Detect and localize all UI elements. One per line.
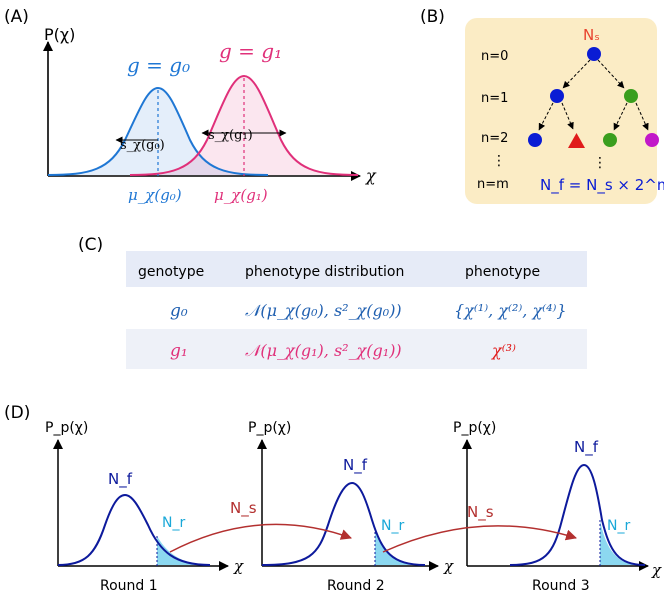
tree-node-green [603, 133, 617, 147]
tree-node-magenta [645, 133, 659, 147]
g1-mean-label: μ_χ(g₁) [214, 186, 268, 204]
tree-node-red-triangle [568, 133, 585, 148]
panel-a: (A) P(χ) χ g = g₀ g = g₁ s_χ(g₀) s_χ(g₁)… [4, 7, 377, 204]
table-row-g0 [126, 287, 587, 329]
round-2-plot: P_p(χ) χ N_f N_r Round 2 [248, 420, 454, 594]
a-y-axis-label: P(χ) [44, 25, 75, 44]
table-cell-distribution-g1: 𝒩(μ_χ(g₁), s²_χ(g₁)) [245, 341, 402, 360]
table-cell-phenotype-g0: {χ⁽¹⁾, χ⁽²⁾, χ⁽⁴⁾} [454, 301, 567, 320]
round-3-curve [509, 463, 646, 566]
transfer-arrow-1-label: N_s [230, 499, 257, 518]
transfer-arrow-2 [382, 525, 577, 553]
level-label-1: n=1 [481, 91, 508, 106]
g0-mean-label: μ_χ(g₀) [128, 186, 182, 204]
round-3-plot: P_p(χ) χ N_f N_r Round 3 [453, 420, 662, 594]
round-2-y-axis-label: P_p(χ) [248, 420, 291, 436]
g1-fill [130, 76, 358, 175]
table-header-row [126, 251, 587, 287]
g1-curve-label: g = g₁ [219, 39, 282, 63]
round-1-tail-fill [157, 536, 204, 565]
g0-width-label: s_χ(g₀) [120, 138, 165, 153]
round-1-tail-label: N_r [162, 515, 185, 531]
round-1-x-axis-label: χ [233, 557, 244, 575]
table-header-phenotype: phenotype [465, 264, 540, 280]
table-header-distribution: phenotype distribution [245, 264, 404, 280]
round-1-y-axis-label: P_p(χ) [45, 420, 88, 436]
round-3-tail-label: N_r [607, 518, 630, 534]
round-2-tail-fill [375, 528, 415, 565]
table-cell-genotype-g1: g₁ [170, 341, 188, 361]
round-2-curve [261, 481, 426, 566]
round-2-label: Round 2 [327, 578, 385, 594]
round-3-y-axis-label: P_p(χ) [453, 420, 496, 436]
panel-c-label: (C) [78, 235, 103, 255]
round-1-plot: P_p(χ) χ N_f N_r Round 1 [45, 420, 244, 594]
g0-curve-label: g = g₀ [127, 53, 190, 77]
level-label-dots: ⋮ [492, 153, 506, 169]
round-2-peak-label: N_f [343, 456, 368, 475]
panel-a-label: (A) [4, 7, 29, 27]
round-2-tail-label: N_r [381, 518, 404, 534]
panel-b: (B) n=0 n=1 n=2 ⋮ n=m Nₛ ⋮ N_f = N_s × 2… [420, 7, 664, 204]
tree-node-root [587, 47, 601, 61]
transfer-arrow-1 [169, 523, 352, 553]
tree-node-blue [550, 89, 564, 103]
round-1-label: Round 1 [100, 578, 158, 594]
round-2-x-axis-label: χ [443, 557, 454, 575]
tree-formula: N_f = N_s × 2^m [540, 176, 664, 195]
g1-width-label: s_χ(g₁) [208, 128, 253, 143]
level-label-m: n=m [477, 177, 509, 192]
g0-curve [47, 86, 269, 176]
table-header-genotype: genotype [138, 264, 204, 280]
panel-c: (C) genotype phenotype distribution phen… [78, 235, 587, 369]
tree-edge [562, 59, 591, 89]
round-3-peak-label: N_f [574, 438, 599, 457]
tree-background [465, 18, 657, 204]
g1-curve [129, 74, 359, 176]
table-row-g1 [126, 329, 587, 369]
tree-node-green [624, 89, 638, 103]
round-3-label: Round 3 [532, 578, 590, 594]
level-label-0: n=0 [481, 49, 508, 64]
panel-d-label: (D) [4, 403, 30, 423]
round-3-x-axis-label: χ [651, 561, 662, 579]
table-cell-genotype-g0: g₀ [170, 301, 188, 321]
table-cell-phenotype-g1: χ⁽³⁾ [491, 341, 516, 360]
g0-fill [48, 88, 268, 175]
root-label: Nₛ [583, 26, 600, 44]
panel-b-label: (B) [420, 7, 445, 27]
round-3-tail-fill [600, 520, 635, 565]
table-cell-distribution-g0: 𝒩(μ_χ(g₀), s²_χ(g₀)) [245, 301, 402, 320]
tree-node-blue [528, 133, 542, 147]
level-label-2: n=2 [481, 131, 508, 146]
a-x-axis-label: χ [365, 166, 377, 185]
transfer-arrow-2-label: N_s [467, 503, 494, 522]
panel-d: (D) P_p(χ) χ N_f N_r Round 1 P_p(χ) χ N_… [4, 403, 662, 594]
round-1-peak-label: N_f [108, 470, 133, 489]
tree-dots: ⋮ [593, 155, 607, 171]
round-1-curve [57, 493, 211, 566]
tree-edge [597, 59, 625, 89]
tree-edge [538, 102, 554, 131]
